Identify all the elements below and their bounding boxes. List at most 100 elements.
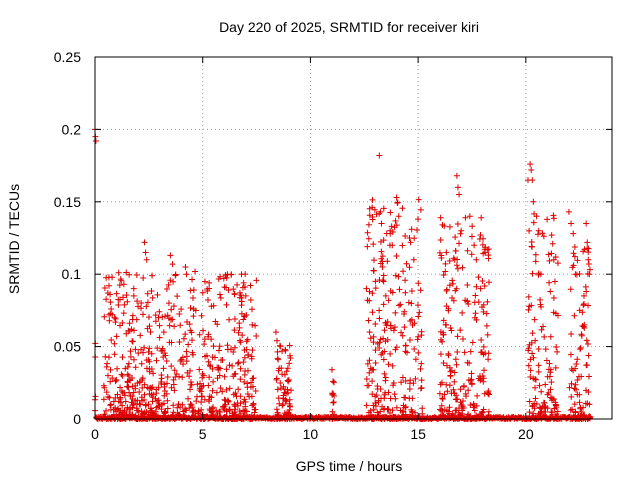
data-point	[200, 372, 207, 379]
data-point	[412, 409, 419, 416]
data-point	[131, 327, 138, 334]
data-point	[532, 376, 539, 383]
data-point	[197, 380, 204, 387]
data-point	[167, 252, 174, 259]
data-point	[369, 309, 376, 316]
data-point	[445, 350, 452, 357]
data-point	[449, 280, 456, 287]
data-point	[572, 381, 579, 388]
data-point	[450, 255, 457, 262]
data-point	[537, 271, 544, 278]
data-point	[133, 405, 140, 412]
data-point	[222, 272, 229, 279]
data-point	[408, 226, 415, 233]
data-point	[568, 220, 575, 227]
data-point	[223, 407, 230, 414]
data-point	[160, 400, 167, 407]
data-point	[369, 391, 376, 398]
data-point	[171, 323, 178, 330]
data-point	[236, 324, 243, 331]
grid-lines	[95, 57, 612, 419]
data-point	[402, 289, 409, 296]
data-point	[463, 393, 470, 400]
data-point	[372, 278, 379, 285]
data-point	[187, 401, 194, 408]
data-point	[393, 222, 400, 229]
data-point	[415, 302, 422, 309]
data-point	[114, 365, 121, 372]
data-point	[203, 352, 210, 359]
data-point	[230, 286, 237, 293]
data-point	[119, 354, 126, 361]
data-point	[406, 337, 413, 344]
data-point	[458, 227, 465, 234]
data-point	[236, 337, 243, 344]
data-point	[527, 367, 534, 374]
data-point	[182, 331, 189, 338]
data-point	[140, 349, 147, 356]
data-point	[364, 243, 371, 250]
data-point	[582, 283, 589, 290]
data-point	[439, 396, 446, 403]
data-point	[152, 408, 159, 415]
data-point	[117, 276, 124, 283]
data-point	[417, 385, 424, 392]
data-point	[105, 372, 112, 379]
data-point	[133, 272, 140, 279]
data-point	[485, 252, 492, 259]
data-point	[585, 414, 592, 421]
data-point	[480, 250, 487, 257]
data-point	[148, 391, 155, 398]
data-point	[549, 395, 556, 402]
data-point	[448, 390, 455, 397]
data-point	[223, 386, 230, 393]
data-point	[239, 284, 246, 291]
data-point	[485, 356, 492, 363]
data-point	[464, 281, 471, 288]
data-point	[550, 256, 557, 263]
data-point	[548, 379, 555, 386]
data-point	[138, 408, 145, 415]
data-point	[243, 338, 250, 345]
data-point	[554, 260, 561, 267]
data-point	[160, 329, 167, 336]
data-point	[105, 282, 112, 289]
data-point	[394, 199, 401, 206]
data-point	[445, 305, 452, 312]
data-point	[128, 399, 135, 406]
data-point	[375, 399, 382, 406]
data-point	[221, 396, 228, 403]
data-point	[282, 386, 289, 393]
data-point	[143, 408, 150, 415]
data-point	[161, 350, 168, 357]
data-point	[572, 409, 579, 416]
data-point	[132, 364, 139, 371]
data-point	[539, 230, 546, 237]
data-point	[407, 239, 414, 246]
data-point	[145, 348, 152, 355]
data-point	[213, 407, 220, 414]
data-point	[135, 408, 142, 415]
data-point	[200, 327, 207, 334]
data-point	[453, 396, 460, 403]
data-point	[527, 356, 534, 363]
data-point	[237, 365, 244, 372]
data-point	[481, 282, 488, 289]
data-point	[541, 333, 548, 340]
data-point	[242, 399, 249, 406]
data-point	[210, 378, 217, 385]
data-point	[419, 410, 426, 417]
data-point	[329, 408, 336, 415]
data-point	[165, 281, 172, 288]
data-point	[112, 406, 119, 413]
data-point	[437, 351, 444, 358]
data-point	[183, 353, 190, 360]
data-point	[529, 270, 536, 277]
data-point	[484, 331, 491, 338]
data-point	[380, 301, 387, 308]
data-point	[276, 365, 283, 372]
data-point	[537, 296, 544, 303]
data-point	[467, 348, 474, 355]
data-point	[446, 364, 453, 371]
